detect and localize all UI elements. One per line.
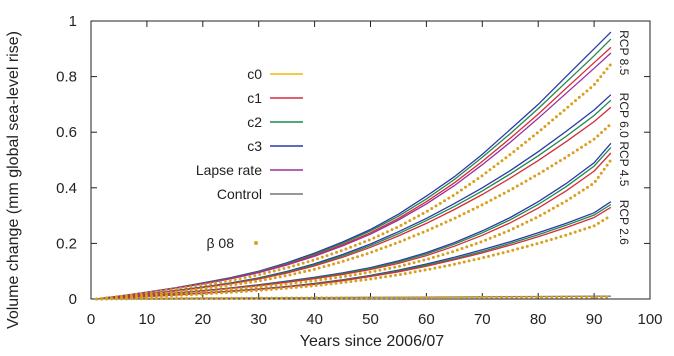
x-axis-label: Years since 2006/07	[300, 333, 445, 350]
series-line-c2	[96, 38, 612, 300]
series-line-c1	[96, 46, 612, 300]
series-line-beta08	[95, 62, 613, 301]
legend-label: c3	[247, 138, 262, 154]
x-tick-label: 50	[362, 311, 379, 328]
series-line-c3	[96, 142, 612, 300]
x-tick-label: 40	[306, 311, 323, 328]
x-tick-label: 10	[139, 311, 156, 328]
series-line-lapse-rate	[96, 52, 612, 300]
legend-label: c1	[247, 90, 262, 106]
series-line-c2	[96, 99, 612, 300]
y-axis-label: Volume change (mm global sea-level rise)	[5, 31, 22, 329]
scenario-group: RCP 4.5	[95, 141, 631, 301]
y-tick-label: 0.2	[56, 235, 77, 252]
x-tick-label: 20	[194, 311, 211, 328]
y-tick-label: 0.6	[56, 124, 77, 141]
plot-frame	[90, 20, 651, 300]
legend-label: Lapse rate	[196, 162, 262, 178]
series-line-beta08	[95, 295, 613, 301]
plot-axes: 0 10 20 30 40 50 60 70 80 90 100 0 0.2 0.4 0.6 0.8 1	[56, 13, 662, 328]
x-tick-label: 100	[637, 311, 662, 328]
series-line-c2	[96, 147, 612, 300]
x-tick-label: 70	[474, 311, 491, 328]
y-tick-label: 1	[69, 13, 77, 30]
series-line-beta08	[95, 158, 613, 301]
y-tick-label: 0.4	[56, 180, 77, 197]
legend-label: c2	[247, 114, 262, 130]
scenario-group: RCP 2.6	[95, 200, 631, 301]
scenario-group: RCP 6.0	[95, 93, 631, 301]
scenario-group: RCP 8.5	[95, 30, 631, 301]
x-tick-label: 60	[418, 311, 435, 328]
legend-label: Control	[217, 186, 262, 202]
series-line-c1	[96, 152, 612, 300]
x-tick-label: 0	[87, 311, 95, 328]
series-line-c1	[96, 106, 612, 300]
scenario-label: RCP 4.5	[617, 141, 631, 186]
y-tick-label: 0.8	[56, 69, 77, 86]
series-line-c3	[96, 94, 612, 300]
y-tick-label: 0	[69, 291, 77, 308]
legend-swatch-dots	[254, 241, 258, 245]
series-line-beta08	[95, 122, 613, 301]
scenario-label: RCP 2.6	[617, 200, 631, 245]
legend-label: β 08	[206, 235, 234, 251]
series-layer: RCP 8.5 RCP 6.0 RCP 4.5 RCP 2.6	[95, 30, 631, 301]
x-tick-label: 90	[586, 311, 603, 328]
x-tick-label: 30	[250, 311, 267, 328]
scenario-label: RCP 6.0	[617, 93, 631, 138]
x-tick-label: 80	[530, 311, 547, 328]
scenario-group	[95, 295, 613, 301]
series-line-c1	[96, 206, 612, 300]
legend: c0 c1 c2 c3 Lapse rate Control β 08	[196, 66, 303, 251]
scenario-label: RCP 8.5	[617, 30, 631, 75]
series-line-beta08	[95, 214, 613, 301]
legend-label: c0	[247, 66, 262, 82]
